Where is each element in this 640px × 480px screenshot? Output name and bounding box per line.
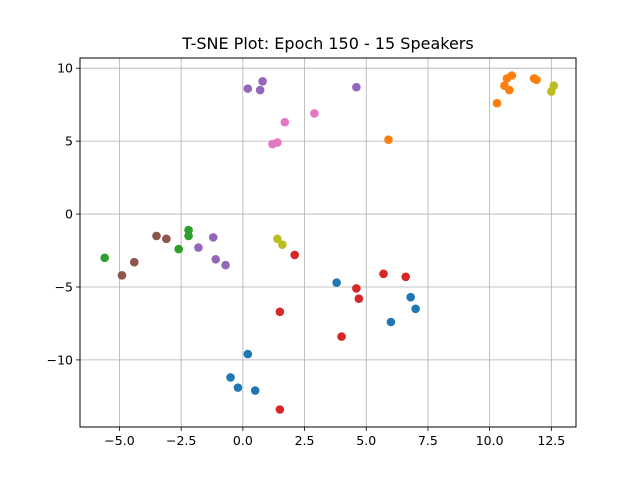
scatter-point xyxy=(278,240,287,249)
grid-layer xyxy=(80,58,576,427)
ticks-layer: −5.0 −2.5 0.0 2.5 5.0 7.5 10.0 12.5 10 5 0 −5 −10 xyxy=(47,61,566,448)
scatter-point xyxy=(337,332,346,341)
scatter-point xyxy=(502,74,512,83)
scatter-point xyxy=(492,98,502,108)
scatter-point xyxy=(226,373,235,382)
scatter-point xyxy=(211,254,221,264)
scatter-point xyxy=(386,317,396,327)
points-layer xyxy=(100,71,559,414)
scatter-point xyxy=(152,231,161,241)
scatter-point xyxy=(233,383,243,392)
scatter-point xyxy=(208,233,218,242)
scatter-point xyxy=(352,82,361,92)
scatter-point xyxy=(352,284,361,293)
scatter-point xyxy=(174,244,184,254)
scatter-point xyxy=(250,386,260,395)
scatter-point xyxy=(354,294,364,303)
scatter-point xyxy=(194,243,203,252)
scatter-point xyxy=(275,405,285,414)
scatter-point xyxy=(255,85,265,95)
scatter-point xyxy=(243,84,253,93)
y-tick-label: 5 xyxy=(65,134,73,149)
scatter-point xyxy=(401,272,411,282)
scatter-point xyxy=(184,231,193,241)
scatter-point xyxy=(258,77,267,86)
scatter-point xyxy=(129,257,139,267)
x-tick-label: 12.5 xyxy=(537,433,565,448)
y-tick-label: −5 xyxy=(55,279,73,294)
x-tick-label: 10.0 xyxy=(476,433,504,448)
y-tick-label: −10 xyxy=(47,352,73,367)
scatter-point xyxy=(310,109,319,118)
chart-title: T-SNE Plot: Epoch 150 - 15 Speakers xyxy=(181,34,473,53)
x-tick-label: 7.5 xyxy=(418,433,438,448)
scatter-point xyxy=(406,292,415,302)
x-tick-label: 5.0 xyxy=(356,433,376,448)
scatter-point xyxy=(117,271,127,280)
scatter-point xyxy=(273,138,282,147)
scatter-point xyxy=(273,234,282,244)
scatter-point xyxy=(243,349,253,359)
scatter-point xyxy=(162,234,171,244)
y-tick-label: 0 xyxy=(65,207,73,222)
scatter-point xyxy=(280,117,290,127)
scatter-point xyxy=(100,253,109,263)
x-tick-label: 2.5 xyxy=(295,433,315,448)
scatter-point xyxy=(290,250,299,260)
plot-frame xyxy=(79,57,577,428)
scatter-point xyxy=(332,278,341,287)
x-tick-label: −5.0 xyxy=(104,433,134,448)
scatter-point xyxy=(275,307,285,317)
scatter-point xyxy=(221,260,230,270)
x-tick-label: −2.5 xyxy=(166,433,196,448)
scatter-point xyxy=(547,87,556,96)
scatter-point xyxy=(384,135,393,144)
scatter-point xyxy=(379,269,388,279)
scatter-point xyxy=(505,85,514,95)
x-tick-label: 0.0 xyxy=(233,433,253,448)
y-tick-label: 10 xyxy=(57,61,73,76)
scatter-point xyxy=(532,75,541,85)
scatter-point xyxy=(411,304,420,314)
